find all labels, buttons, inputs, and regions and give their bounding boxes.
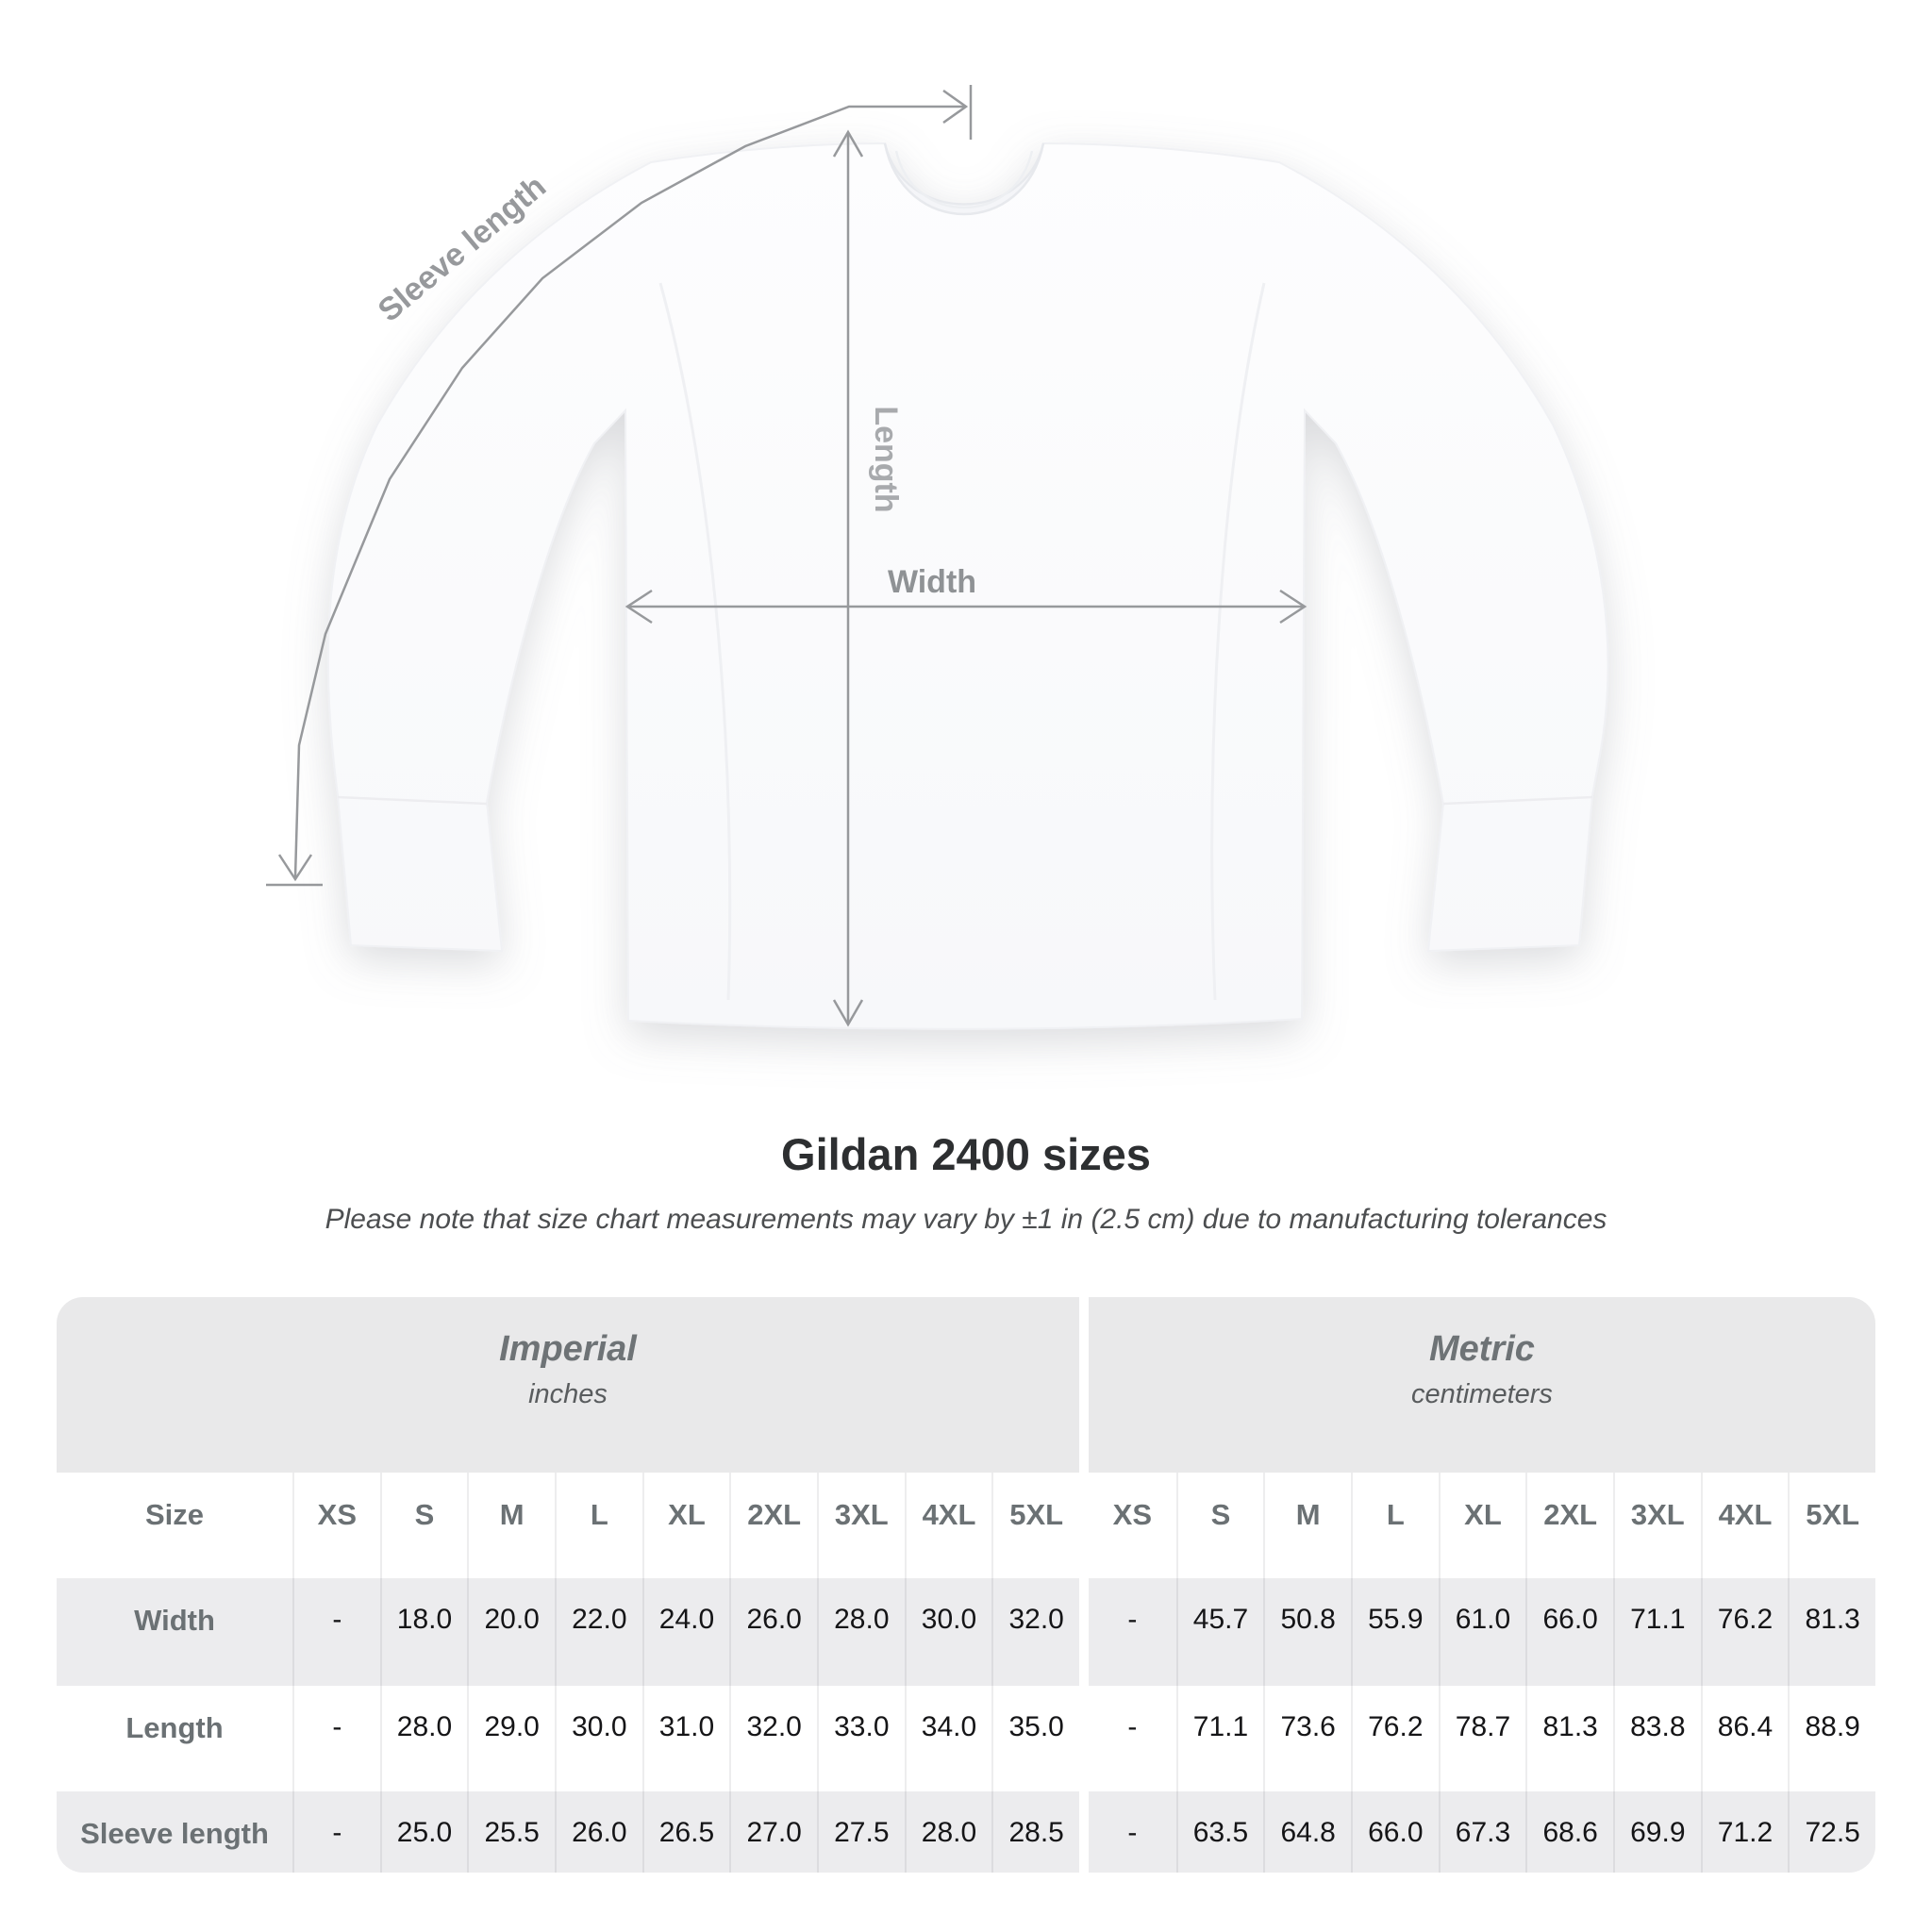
size-header-imperial-l: L: [554, 1473, 642, 1578]
value-cell: 64.8: [1263, 1791, 1351, 1873]
row-label-sleeve-length: Sleeve length: [57, 1791, 292, 1873]
size-header-imperial-4xl: 4XL: [904, 1473, 992, 1578]
value-cell: 72.5: [1788, 1791, 1875, 1873]
value-cell: 71.1: [1175, 1686, 1264, 1791]
size-header-metric-5xl: 5XL: [1788, 1473, 1875, 1578]
size-header-imperial-xl: XL: [641, 1473, 730, 1578]
value-cell: 18.0: [379, 1578, 468, 1686]
value-cell: 28.0: [379, 1686, 468, 1791]
value-cell: 31.0: [641, 1686, 730, 1791]
value-cell: -: [292, 1791, 380, 1873]
size-header-imperial-2xl: 2XL: [729, 1473, 817, 1578]
size-header-metric-3xl: 3XL: [1612, 1473, 1701, 1578]
value-cell: 66.0: [1350, 1791, 1439, 1873]
size-header-metric-s: S: [1175, 1473, 1264, 1578]
value-cell: 30.0: [554, 1686, 642, 1791]
size-header-metric-xs: XS: [1112, 1498, 1152, 1531]
value-cell: 27.5: [816, 1791, 905, 1873]
value-cell: 27.0: [729, 1791, 817, 1873]
page-subtitle: Please note that size chart measurements…: [325, 1204, 1607, 1235]
size-header-metric-l: L: [1350, 1473, 1439, 1578]
value-cell: 76.2: [1350, 1686, 1439, 1791]
value-cell: 50.8: [1263, 1578, 1351, 1686]
value-cell: 34.0: [904, 1686, 992, 1791]
row-label-length: Length: [125, 1711, 224, 1744]
value-cell: 88.9: [1788, 1686, 1875, 1791]
length-label: Length: [868, 406, 904, 512]
width-label: Width: [888, 564, 976, 600]
value-cell: -: [1088, 1791, 1176, 1873]
shirt-illustration: [326, 142, 1609, 1030]
value-cell: 63.5: [1175, 1791, 1264, 1873]
size-header-metric-xl: XL: [1438, 1473, 1526, 1578]
value-cell: 25.0: [379, 1791, 468, 1873]
value-cell: 71.2: [1700, 1791, 1789, 1873]
row-label-width: Width: [57, 1578, 292, 1686]
value-cell: 32.0: [729, 1686, 817, 1791]
value-cell: 32.0: [991, 1578, 1079, 1686]
size-header-imperial-5xl: 5XL: [991, 1473, 1079, 1578]
value-cell: 55.9: [1350, 1578, 1439, 1686]
value-cell: 86.4: [1700, 1686, 1789, 1791]
value-cell: 26.0: [729, 1578, 817, 1686]
size-header-metric-2xl: 2XL: [1525, 1473, 1613, 1578]
value-cell: 22.0: [554, 1578, 642, 1686]
imperial-unit: inches: [528, 1379, 608, 1409]
value-cell: 81.3: [1788, 1578, 1875, 1686]
value-cell: 83.8: [1612, 1686, 1701, 1791]
value-cell: 67.3: [1438, 1791, 1526, 1873]
value-cell: 29.0: [467, 1686, 555, 1791]
value-cell: 76.2: [1700, 1578, 1789, 1686]
value-cell: 25.5: [467, 1791, 555, 1873]
value-cell: -: [1088, 1578, 1176, 1686]
imperial-title: Imperial: [499, 1329, 637, 1369]
size-header-imperial-3xl: 3XL: [816, 1473, 905, 1578]
value-cell: 26.5: [641, 1791, 730, 1873]
size-header-metric-m: M: [1263, 1473, 1351, 1578]
value-cell: 28.0: [816, 1578, 905, 1686]
unit-group-metric: Metric centimeters: [1088, 1297, 1875, 1473]
value-cell: 68.6: [1525, 1791, 1613, 1873]
metric-title: Metric: [1429, 1329, 1535, 1369]
value-cell: 66.0: [1525, 1578, 1613, 1686]
value-cell: 28.0: [904, 1791, 992, 1873]
size-header-imperial-s: S: [379, 1473, 468, 1578]
length-arrow: [832, 129, 864, 1027]
size-table: Imperial inches Metric centimeters Size …: [57, 1297, 1875, 1873]
value-cell: 78.7: [1438, 1686, 1526, 1791]
value-cell: 35.0: [991, 1686, 1079, 1791]
value-cell: 45.7: [1175, 1578, 1264, 1686]
size-header-imperial-m: M: [467, 1473, 555, 1578]
width-arrow: [625, 589, 1307, 625]
value-cell: 30.0: [904, 1578, 992, 1686]
metric-unit: centimeters: [1411, 1379, 1553, 1409]
page-title: Gildan 2400 sizes: [781, 1129, 1151, 1179]
shirt-diagram: Sleeve length Length Width: [266, 85, 1609, 1030]
value-cell: 61.0: [1438, 1578, 1526, 1686]
value-cell: 69.9: [1612, 1791, 1701, 1873]
value-cell: 24.0: [641, 1578, 730, 1686]
size-header-metric-4xl: 4XL: [1700, 1473, 1789, 1578]
value-cell: -: [292, 1686, 380, 1791]
value-cell: 20.0: [467, 1578, 555, 1686]
size-column-header: Size: [144, 1498, 205, 1531]
value-cell: 81.3: [1525, 1686, 1613, 1791]
measurement-annotations: [266, 85, 1307, 1027]
value-cell: 71.1: [1612, 1578, 1701, 1686]
value-cell: -: [292, 1578, 380, 1686]
unit-group-imperial: Imperial inches: [57, 1297, 1079, 1473]
size-header-imperial-xs: XS: [292, 1473, 380, 1578]
sleeve-length-arrow: [266, 85, 973, 887]
value-cell: -: [1127, 1711, 1138, 1742]
value-cell: 28.5: [991, 1791, 1079, 1873]
value-cell: 33.0: [816, 1686, 905, 1791]
value-cell: 26.0: [554, 1791, 642, 1873]
value-cell: 73.6: [1263, 1686, 1351, 1791]
